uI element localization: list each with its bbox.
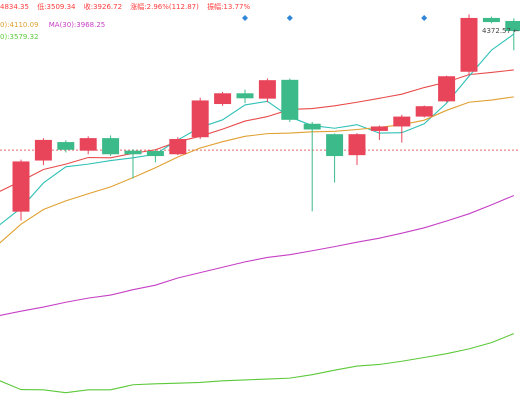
candle-22-body [482,17,500,23]
candle-18-body [393,116,411,127]
candle-12-body [258,80,276,99]
candle-14-body [303,123,321,130]
candle-8-body [169,139,187,155]
candle-4-body [79,138,97,151]
candle-9-body [191,100,209,138]
ma-legend-row-2: 0):3579.32 [0,33,47,41]
candle-15-body [326,134,344,157]
ma20-legend: 0):4110.09 [0,21,39,29]
close-value: 收:3926.72 [83,3,123,11]
amplitude-value: 振幅:13.77% [207,3,251,11]
signal-marker-1 [242,15,248,21]
candle-5-body [102,138,120,155]
price-info-bar: 4834.35 低:3509.34 收:3926.72 涨幅:2.96%(112… [0,2,256,12]
high-value: 4834.35 [0,3,29,11]
candle-23-body [505,20,520,32]
candle-16-body [348,134,366,156]
candle-20-body [438,76,456,102]
ma60-line [0,333,515,394]
max-price-label: 4372.57 ← [482,27,519,35]
candle-13-body [281,79,299,120]
ma30-legend: MA(30):3968.25 [48,21,106,29]
change-value: 涨幅:2.96%(112.87) [130,3,199,11]
candle-6-body [124,150,142,155]
candle-2-body [34,139,52,161]
candle-21-body [460,17,478,72]
candle-19-body [415,106,433,117]
ma5-line [0,69,514,192]
candle-3-body [57,142,75,150]
low-value: 低:3509.34 [37,3,76,11]
candle-17-body [370,126,388,131]
signal-marker-2 [286,15,293,21]
ma20-line [0,96,514,244]
ma30-line [0,195,515,316]
candle-11-body [236,93,254,99]
max-arrow-icon: ← [513,27,520,35]
ma60-legend: 0):3579.32 [0,33,39,41]
max-price-value: 4372.57 [482,27,511,35]
ma10-line [0,33,515,226]
candle-7-body [146,151,164,157]
candle-10-body [214,93,232,105]
candle-1-body [12,161,30,212]
ma-legend-row-1: 0):4110.09 MA(30):3968.25 [0,21,113,29]
signal-marker-3 [421,15,428,21]
